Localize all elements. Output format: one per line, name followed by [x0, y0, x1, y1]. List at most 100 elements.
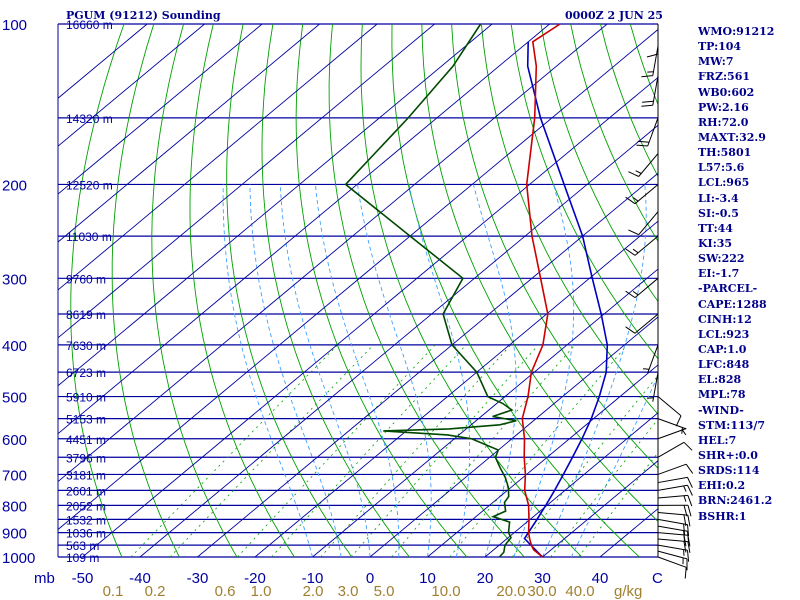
mixing-ratio-label: 0.1	[103, 583, 124, 600]
wind-barb	[657, 544, 690, 562]
wind-barb-staff	[634, 277, 659, 298]
index-item: CAP:1.0	[698, 342, 747, 356]
wind-barb-staff	[634, 235, 659, 256]
wind-barb-flag	[683, 514, 687, 527]
isotherm-line	[58, 24, 320, 243]
wind-barb-staff	[652, 372, 659, 402]
wind-barb-flag	[641, 104, 653, 107]
index-item: BRN:2461.2	[698, 494, 773, 508]
index-item: EL:828	[698, 373, 742, 387]
pressure-label: 600	[2, 432, 27, 449]
height-label: 1532 m	[66, 513, 106, 527]
index-item: STM:113/7	[698, 418, 765, 432]
wind-barb-flag	[687, 477, 693, 488]
wind-barb-staff	[647, 117, 659, 147]
index-item: LCL:965	[698, 176, 750, 190]
wind-barb-flag	[625, 196, 636, 205]
mixing-ratio-lines	[130, 344, 658, 557]
wind-barb-staff	[652, 75, 659, 106]
height-label: 4451 m	[66, 433, 106, 447]
wind-barb	[625, 313, 659, 334]
wind-barb-flag	[687, 550, 690, 562]
index-item: CINH:12	[698, 312, 752, 326]
wind-barb-flag	[687, 541, 691, 553]
dry-adiabat-line	[151, 24, 238, 557]
wind-barb	[657, 550, 688, 571]
wind-barb	[636, 117, 659, 147]
height-label: 12520 m	[66, 178, 113, 192]
isotherm-line	[58, 24, 550, 435]
wind-barb-staff	[657, 544, 688, 551]
wind-barb-staff	[657, 532, 688, 536]
height-label: 5153 m	[66, 413, 106, 427]
wind-barb-half-flag	[681, 427, 683, 434]
wind-barb-staff	[657, 556, 687, 568]
mixing-ratio-line	[511, 374, 658, 557]
height-label: 6723 m	[66, 366, 106, 380]
pressure-label: 800	[2, 498, 27, 515]
wind-barb	[657, 525, 690, 543]
dry-adiabat-line	[111, 24, 180, 557]
height-label: 14320 m	[66, 112, 113, 126]
isotherm-line	[58, 24, 608, 483]
height-label: 11030 m	[66, 230, 112, 244]
mixing-ratio-label: 5.0	[374, 583, 395, 600]
wind-barb-flag	[646, 53, 659, 58]
moist-adiabat-line	[222, 184, 313, 557]
mixing-ratio-label: 30.0	[527, 583, 556, 600]
temperature-tick-label: 20	[477, 570, 494, 587]
index-item: TH:5801	[698, 146, 752, 160]
wind-barb-staff	[657, 441, 685, 458]
height-label: 3181 m	[66, 468, 106, 482]
index-item: LCL:923	[698, 327, 750, 341]
height-label: 7630 m	[66, 339, 106, 353]
index-item: BSHR:1	[698, 509, 747, 523]
mixing-ratio-line	[550, 418, 658, 557]
isotherm-line	[58, 24, 435, 339]
mixing-ratio-label: 2.0	[303, 583, 324, 600]
temperature-tick-label: -30	[187, 570, 209, 587]
index-item: MW:7	[698, 55, 734, 69]
wind-barb-half-flag	[683, 485, 687, 492]
wind-barb-flag	[625, 326, 636, 334]
wind-barb-staff	[657, 518, 688, 526]
wind-barb	[657, 556, 687, 579]
index-item: -WIND-	[698, 403, 744, 417]
wind-barb-flag	[683, 523, 686, 536]
mixing-ratio-label: 10.0	[431, 583, 460, 600]
moist-adiabat-line	[279, 184, 371, 557]
height-label: 16660 m	[66, 18, 113, 32]
moist-adiabat-line	[314, 184, 400, 557]
wind-barb-half-flag	[681, 429, 687, 436]
height-label: 1036 m	[66, 527, 106, 541]
wind-barb-half-flag	[632, 197, 639, 202]
isotherm-line	[58, 24, 263, 195]
moist-adiabat-line	[249, 184, 342, 557]
isotherm-line	[58, 24, 493, 387]
wind-barb-flag	[683, 441, 693, 451]
height-label: 3796 m	[66, 451, 106, 465]
dewpoint-profile	[344, 23, 517, 558]
wind-barb	[657, 428, 687, 440]
isotherm-line	[197, 172, 658, 557]
dry-adiabat-line	[70, 24, 125, 557]
index-item: SRDS:114	[698, 464, 760, 478]
wind-barb-flag	[683, 505, 688, 517]
moist-adiabat-line	[542, 184, 647, 557]
index-item: TT:44	[698, 221, 733, 235]
isotherm-line	[82, 76, 658, 557]
wind-barb-staff	[657, 476, 688, 484]
mixing-ratio-label: 40.0	[565, 583, 594, 600]
wind-barb	[625, 277, 659, 299]
wind-barb	[657, 463, 694, 475]
height-label: 109 m	[66, 551, 99, 565]
wind-barb-staff	[657, 396, 682, 417]
mixing-ratio-label: 1.0	[251, 583, 272, 600]
height-label: 9760 m	[66, 272, 106, 286]
temperature-tick-label: -10	[302, 570, 324, 587]
pressure-label: 1000	[2, 550, 35, 567]
wind-barb-flag	[687, 531, 690, 543]
mixing-ratio-line	[271, 344, 467, 557]
wind-barb-staff	[657, 538, 688, 543]
